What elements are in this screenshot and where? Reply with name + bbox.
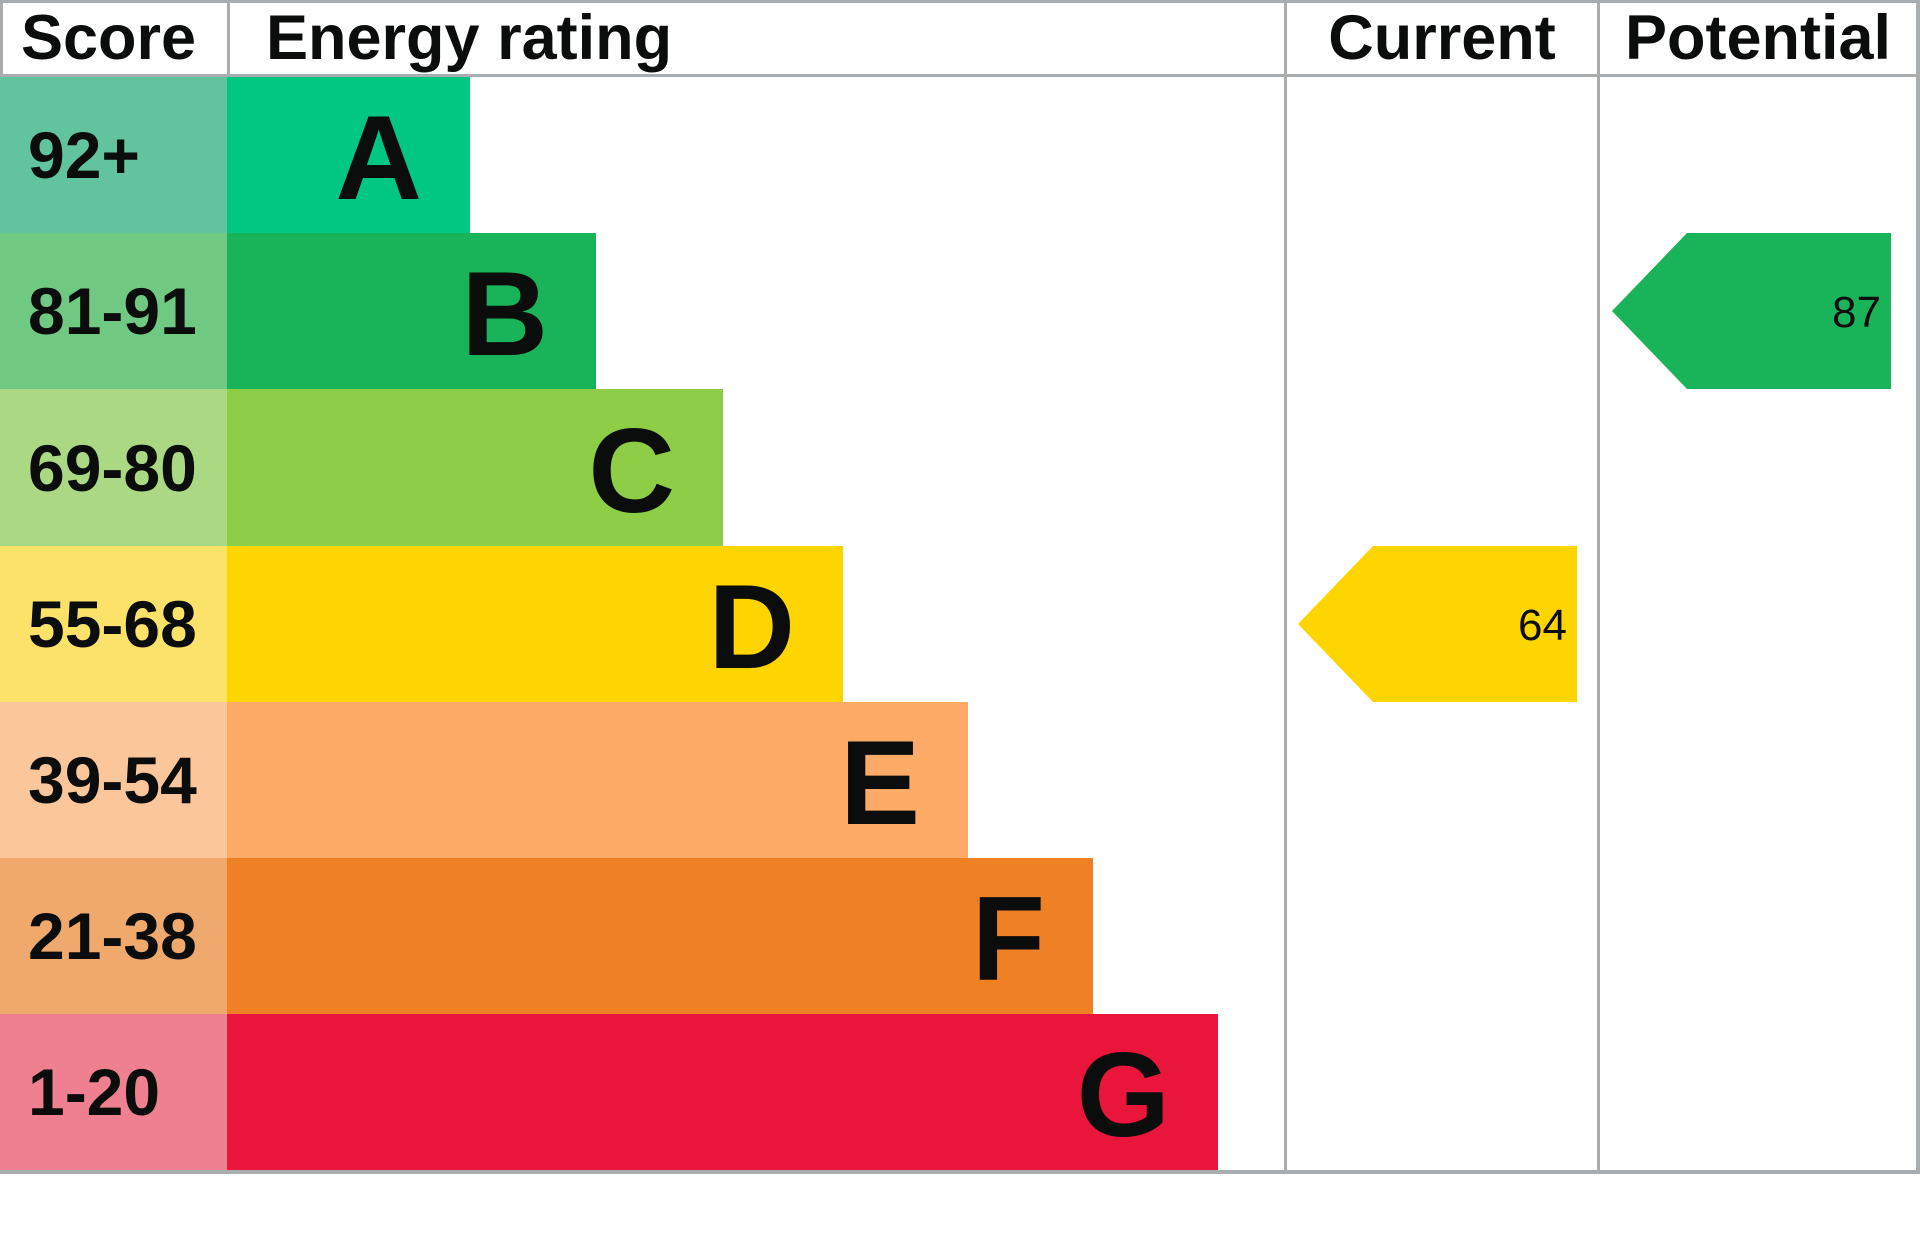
band-row-c: 69-80 C: [0, 389, 1284, 546]
potential-rating-value: 87: [1832, 288, 1881, 337]
band-letter-g: G: [1076, 1028, 1170, 1162]
current-rating-arrow: 64: [1298, 546, 1577, 702]
band-bar-g: G: [227, 1014, 1218, 1170]
band-letter-d: D: [708, 560, 795, 694]
header-energy-rating: Energy rating: [266, 3, 673, 73]
band-row-b: 81-91 B: [0, 233, 1284, 389]
band-row-g: 1-20 G: [0, 1014, 1284, 1170]
border-left-header: [0, 0, 3, 77]
border-score-column: [227, 0, 230, 77]
band-bar-e: E: [227, 702, 968, 858]
border-current-column: [1597, 0, 1600, 1174]
header-potential: Potential: [1624, 3, 1892, 73]
score-range-g: 1-20: [0, 1014, 227, 1170]
band-bar-c: C: [227, 389, 723, 546]
border-right: [1916, 0, 1920, 1174]
header-current: Current: [1328, 3, 1556, 73]
potential-rating-arrow: 87: [1612, 233, 1891, 389]
score-range-f: 21-38: [0, 858, 227, 1014]
score-range-d: 55-68: [0, 546, 227, 702]
band-bar-b: B: [227, 233, 596, 389]
band-letter-b: B: [461, 247, 548, 381]
current-rating-value: 64: [1518, 601, 1567, 650]
header-score: Score: [21, 3, 197, 73]
band-row-a: 92+ A: [0, 77, 1284, 233]
band-row-e: 39-54 E: [0, 702, 1284, 858]
band-bar-d: D: [227, 546, 843, 702]
border-header-bottom: [0, 74, 1920, 77]
border-energy-column: [1284, 0, 1287, 1174]
score-range-e: 39-54: [0, 702, 227, 858]
band-letter-a: A: [335, 91, 422, 225]
border-bottom: [0, 1170, 1920, 1174]
score-range-c: 69-80: [0, 389, 227, 546]
band-letter-f: F: [971, 872, 1045, 1006]
band-bar-a: A: [227, 77, 470, 233]
band-letter-e: E: [839, 716, 920, 850]
score-range-b: 81-91: [0, 233, 227, 389]
band-letter-c: C: [588, 403, 675, 538]
band-row-f: 21-38 F: [0, 858, 1284, 1014]
score-range-a: 92+: [0, 77, 227, 233]
band-bar-f: F: [227, 858, 1093, 1014]
band-row-d: 55-68 D: [0, 546, 1284, 702]
border-top: [0, 0, 1920, 3]
